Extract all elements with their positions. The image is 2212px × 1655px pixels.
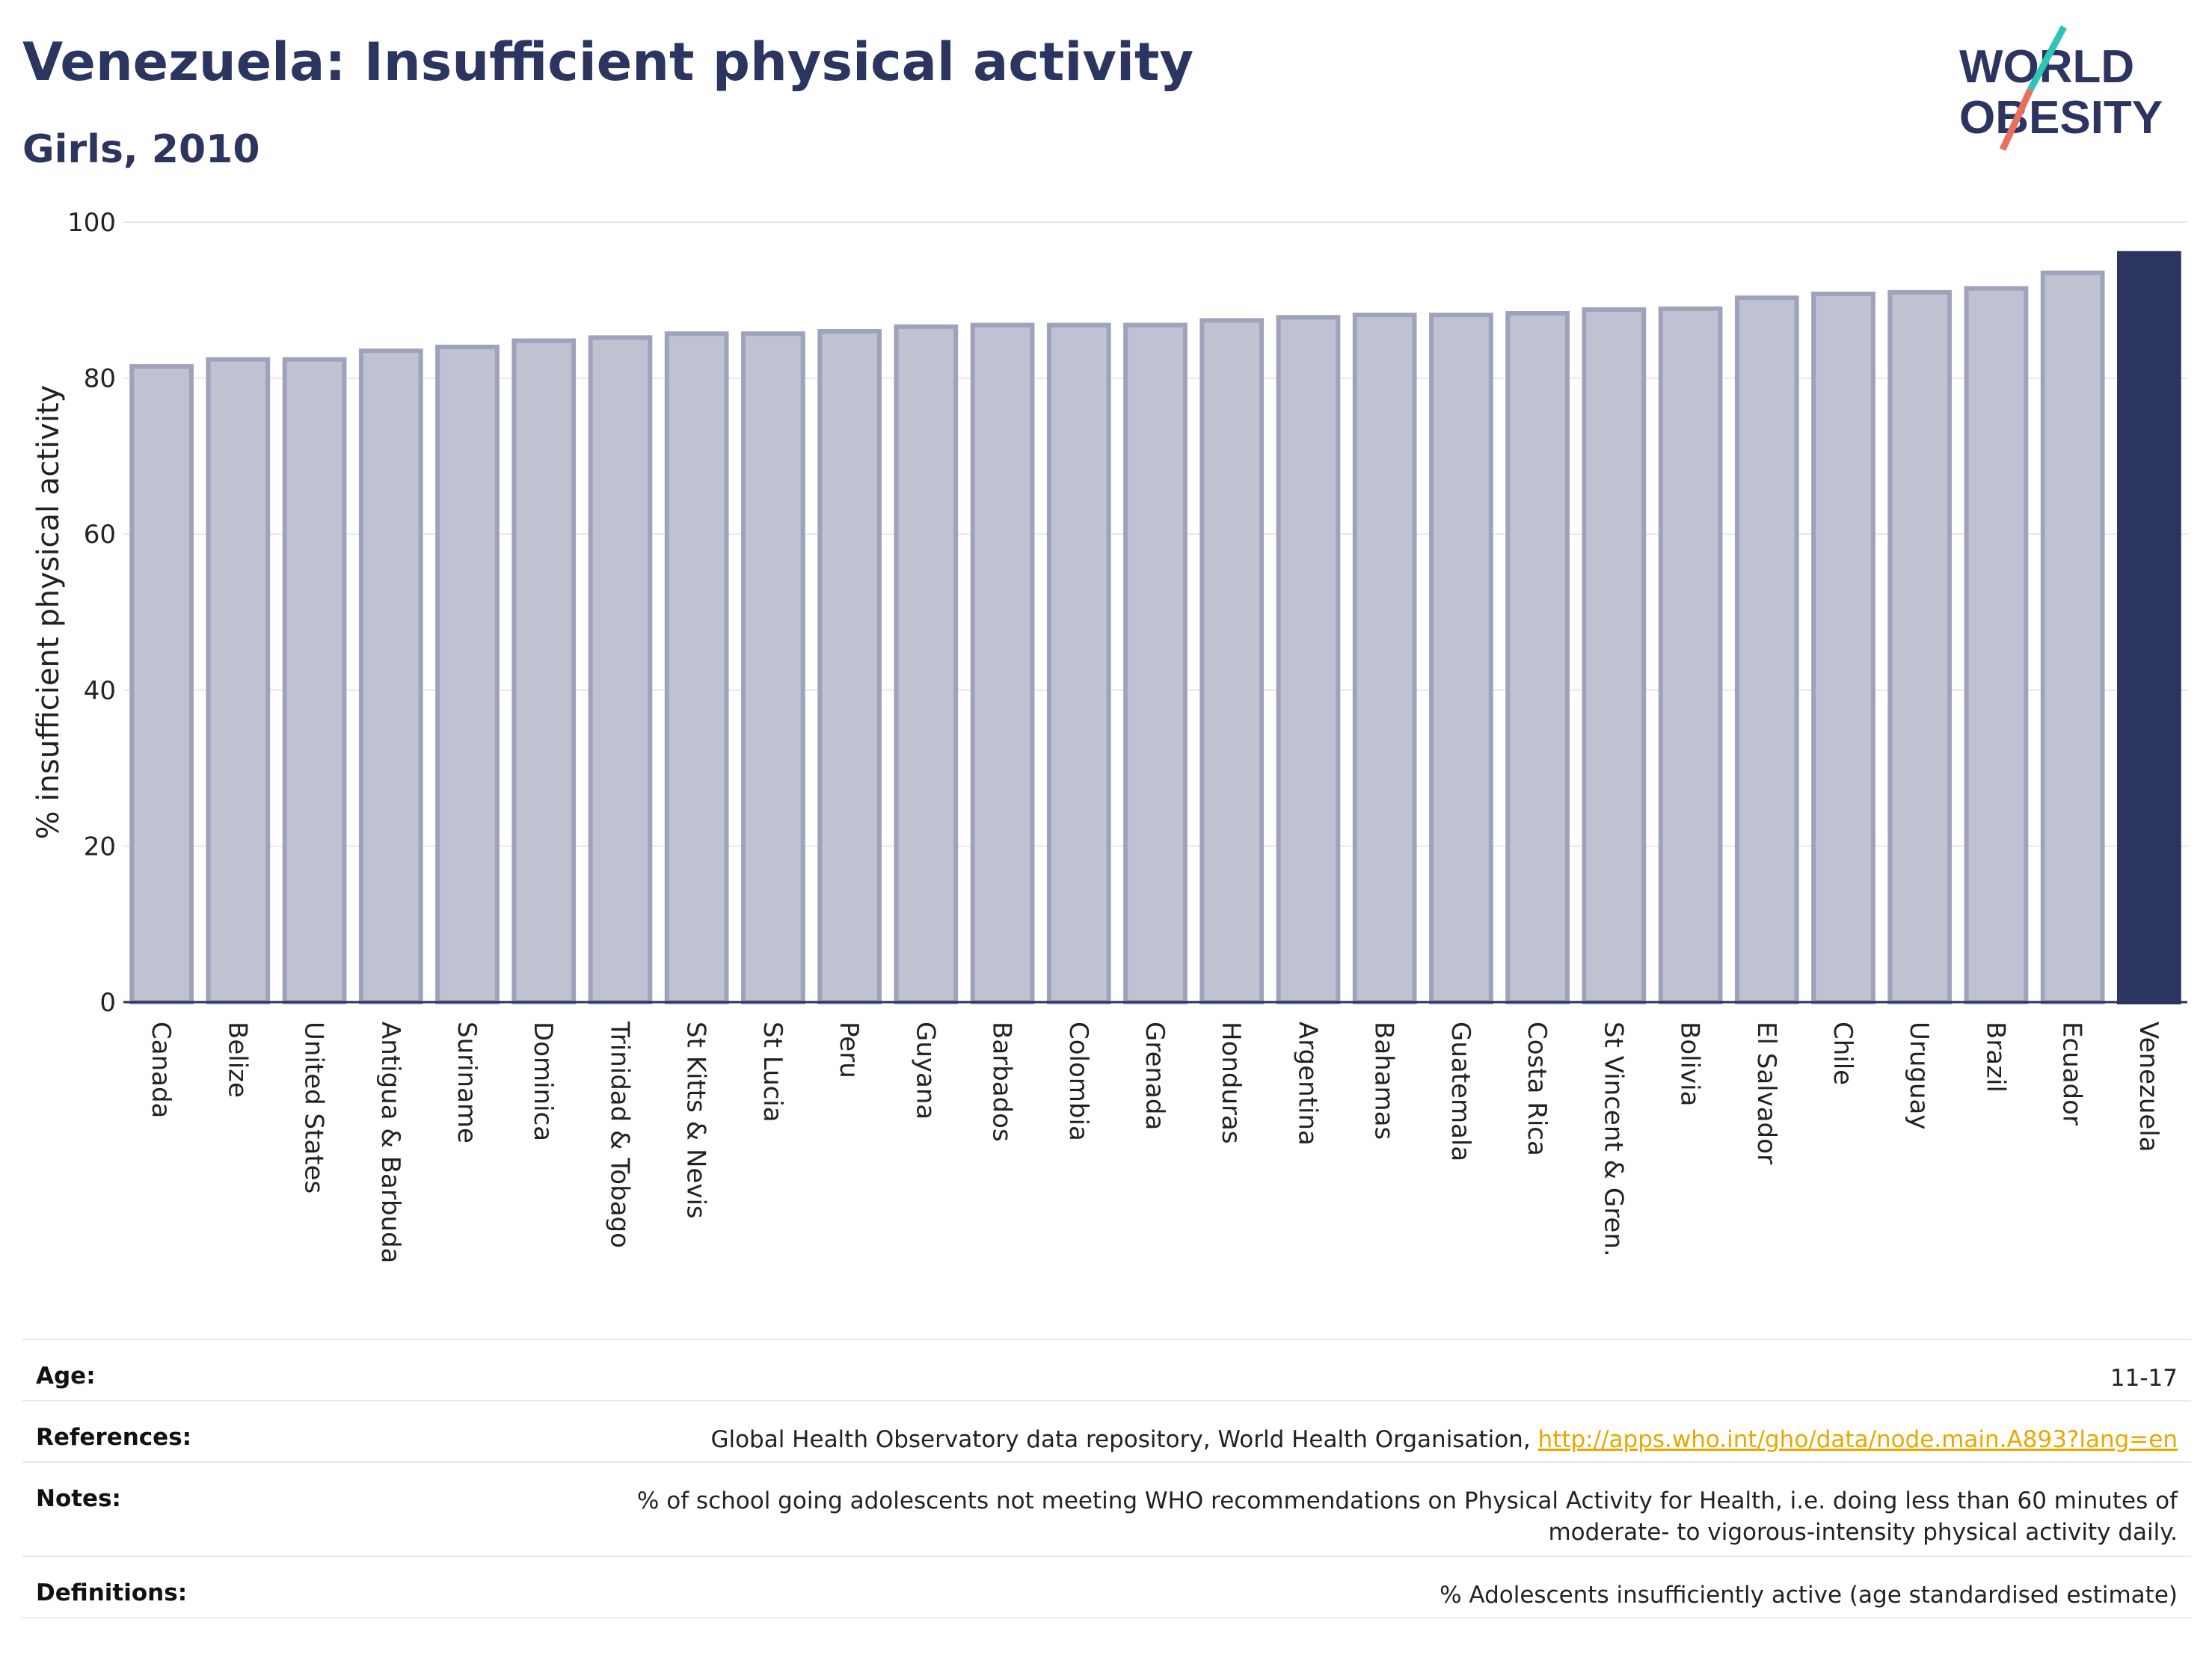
x-tick-label: Dominica (528, 1022, 558, 1141)
logo-slash-teal (2027, 25, 2067, 92)
x-tick-label: Venezuela (2133, 1022, 2163, 1152)
meta-row-references: References: Global Health Observatory da… (22, 1400, 2191, 1461)
logo-line1: WORLD (1959, 41, 2134, 93)
y-tick-label: 40 (84, 676, 116, 706)
references-link[interactable]: http://apps.who.int/gho/data/node.main.A… (1537, 1426, 2178, 1453)
logo-slash-coral (1999, 88, 2034, 151)
x-tick-label: Bolivia (1675, 1022, 1705, 1106)
metadata-table: Age: 11-17 References: Global Health Obs… (22, 1339, 2191, 1618)
x-tick-label: Costa Rica (1522, 1022, 1552, 1156)
x-tick-label: Chile (1828, 1022, 1858, 1085)
bar (894, 324, 959, 1004)
x-tick-label: Antigua & Barbuda (375, 1022, 405, 1263)
bar (1811, 291, 1875, 1004)
bar (129, 363, 194, 1004)
meta-row-definitions: Definitions: % Adolescents insufficientl… (22, 1556, 2191, 1618)
bar (817, 329, 882, 1004)
logo-line2: OBESITY (1959, 92, 2163, 144)
notes-value: % of school going adolescents not meetin… (637, 1485, 2178, 1548)
x-tick-label: St Lucia (758, 1022, 787, 1123)
bar (588, 335, 653, 1004)
bar (664, 331, 729, 1004)
y-axis-label: % insufficient physical activity (31, 385, 66, 840)
bar (1352, 313, 1417, 1004)
x-tick-label: Brazil (1980, 1022, 2010, 1093)
bar (2117, 251, 2181, 1005)
bar (435, 344, 500, 1004)
bar (1199, 318, 1265, 1004)
y-tick-label: 100 (67, 208, 116, 238)
y-tick-label: 80 (84, 364, 116, 394)
x-tick-label: El Salvador (1751, 1022, 1781, 1164)
bar (1658, 306, 1723, 1004)
x-tick-label: St Kitts & Nevis (681, 1022, 711, 1219)
age-value: 11-17 (2110, 1365, 2178, 1392)
notes-line1: % of school going adolescents not meetin… (636, 1487, 2178, 1514)
age-label: Age: (36, 1363, 96, 1390)
references-label: References: (36, 1424, 192, 1451)
references-text: Global Health Observatory data repositor… (710, 1426, 1538, 1453)
page-subtitle: Girls, 2010 (22, 127, 260, 172)
x-tick-label: Guatemala (1446, 1022, 1475, 1161)
x-tick-label: Peru (834, 1022, 864, 1078)
bar (2040, 270, 2105, 1005)
y-tick-label: 0 (99, 988, 116, 1018)
y-tick-label: 20 (84, 832, 116, 862)
bar (1887, 289, 1953, 1004)
world-obesity-logo: WORLD OBESITY (1959, 25, 2163, 151)
bar-chart: 0 20 40 60 80 100 Canada Belize United States Ant… (31, 208, 2187, 1263)
y-tick-label: 60 (84, 520, 116, 550)
references-value: Global Health Observatory data repositor… (710, 1424, 2178, 1455)
bar (1734, 295, 1799, 1004)
x-tick-label: Honduras (1216, 1022, 1246, 1144)
x-tick-label: Canada (146, 1022, 176, 1118)
meta-row-notes: Notes: % of school going adolescents not… (22, 1461, 2191, 1556)
bar (741, 331, 805, 1004)
definitions-value: % Adolescents insufficiently active (age… (1440, 1582, 2178, 1609)
notes-line2: moderate- to vigorous-intensity physical… (1548, 1519, 2178, 1546)
x-tick-label: Barbados (987, 1022, 1017, 1142)
x-tick-label: United States (299, 1022, 329, 1194)
x-tick-label: Belize (222, 1022, 252, 1098)
page-title: Venezuela: Insufficient physical activit… (22, 31, 1194, 93)
x-tick-label: Ecuador (2057, 1022, 2087, 1126)
bar (358, 348, 423, 1005)
x-tick-label: Uruguay (1904, 1022, 1934, 1130)
x-tick-label: Colombia (1063, 1022, 1093, 1141)
bar (1429, 313, 1493, 1004)
x-tick-label: Suriname (452, 1022, 482, 1143)
bar (970, 322, 1035, 1004)
x-tick-label: Trinidad & Tobago (604, 1021, 634, 1248)
bar (1046, 322, 1111, 1004)
x-tick-label: St Vincent & Gren. (1598, 1022, 1628, 1257)
bar (282, 357, 347, 1004)
x-tick-label: Grenada (1140, 1022, 1170, 1130)
bar (1505, 311, 1570, 1004)
bar (1964, 286, 2029, 1004)
notes-label: Notes: (36, 1485, 121, 1512)
bar (1123, 322, 1188, 1004)
meta-row-age: Age: 11-17 (22, 1339, 2191, 1400)
bar (1582, 307, 1647, 1005)
x-tick-label: Bahamas (1369, 1022, 1399, 1140)
bar (511, 338, 577, 1004)
bar (1276, 315, 1341, 1005)
bar (206, 357, 271, 1004)
x-tick-label: Argentina (1292, 1022, 1322, 1146)
definitions-label: Definitions: (36, 1579, 188, 1606)
x-tick-label: Guyana (910, 1022, 940, 1120)
